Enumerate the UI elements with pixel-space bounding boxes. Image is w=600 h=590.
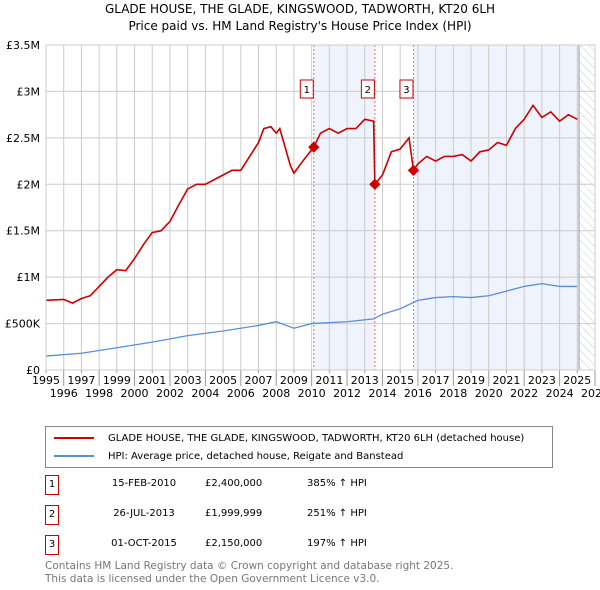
y-tick-label: £1.5M [6, 225, 40, 238]
sale-date: 15-FEB-2010 [111, 478, 177, 489]
x-tick-label: 2012 [333, 387, 361, 400]
plot-border [45, 44, 596, 371]
sale-date: 26-JUL-2013 [113, 508, 175, 519]
legend-item-hpi: HPI: Average price, detached house, Reig… [54, 448, 403, 464]
y-tick-label: £0 [26, 364, 40, 377]
x-tick-label: 2019 [457, 374, 485, 387]
shaded-region [413, 45, 580, 370]
footer-licence: This data is licensed under the Open Gov… [45, 573, 380, 585]
legend-label: HPI: Average price, detached house, Reig… [108, 450, 404, 462]
x-tick-label: 1998 [85, 387, 113, 400]
x-tick-label: 2013 [351, 374, 379, 387]
legend-item-property: GLADE HOUSE, THE GLADE, KINGSWOOD, TADWO… [54, 430, 524, 446]
x-tick-label: 2024 [546, 387, 574, 400]
chart-subtitle: Price paid vs. HM Land Registry's House … [128, 19, 472, 33]
x-tick-label: 2001 [138, 374, 166, 387]
y-tick-label: £3M [17, 85, 41, 98]
x-tick-label: 2004 [191, 387, 219, 400]
sale-label: 2 [365, 85, 371, 96]
sale-price: £1,999,999 [205, 508, 263, 519]
x-tick-label: 1997 [67, 374, 95, 387]
sale-label-box [299, 79, 314, 99]
sale-point [308, 141, 320, 153]
x-tick-label: 2014 [368, 387, 396, 400]
x-tick-label: 2017 [422, 374, 450, 387]
sale-label: 1 [304, 85, 310, 96]
x-tick-label: 2026 [581, 387, 600, 400]
y-tick-label: £2M [17, 178, 41, 191]
y-tick-label: £1M [17, 271, 41, 284]
x-tick-label: 2018 [439, 387, 467, 400]
legend: GLADE HOUSE, THE GLADE, KINGSWOOD, TADWO… [45, 426, 553, 468]
sale-price: £2,150,000 [205, 538, 263, 549]
x-tick-label: 2007 [245, 374, 273, 387]
sale-price: £2,400,000 [205, 478, 263, 489]
y-tick-label: £2.5M [6, 132, 40, 145]
x-tick-label: 2020 [475, 387, 503, 400]
sale-number: 2 [45, 505, 59, 525]
x-tick-label: 2025 [563, 374, 591, 387]
x-tick-label: 2015 [386, 374, 414, 387]
series-line-hpi [45, 282, 578, 357]
x-tick-label: 2023 [528, 374, 556, 387]
sale-number: 1 [45, 475, 59, 495]
x-tick-label: 2000 [121, 387, 149, 400]
x-tick-label: 2009 [280, 374, 308, 387]
x-tick-label: 2005 [209, 374, 237, 387]
x-tick-label: 2022 [510, 387, 538, 400]
sale-number: 3 [45, 535, 59, 555]
x-tick-label: 1999 [103, 374, 131, 387]
legend-label: GLADE HOUSE, THE GLADE, KINGSWOOD, TADWO… [108, 432, 525, 444]
x-tick-label: 1995 [32, 374, 60, 387]
sale-label-box [399, 79, 414, 99]
x-tick-label: 2002 [156, 387, 184, 400]
sale-hpi: 385% ↑ HPI [307, 478, 367, 489]
sale-point [407, 164, 420, 177]
sale-label-box [360, 79, 375, 99]
x-tick-label: 2003 [174, 374, 202, 387]
x-tick-label: 2016 [404, 387, 432, 400]
sale-point [369, 178, 381, 190]
sale-date: 01-OCT-2015 [111, 538, 177, 549]
y-tick-label: £500K [5, 318, 41, 331]
forecast-hatch [579, 45, 595, 370]
x-tick-label: 2008 [262, 387, 290, 400]
sale-label: 3 [403, 85, 409, 96]
footer-copyright: Contains HM Land Registry data © Crown c… [45, 560, 454, 572]
x-tick-label: 2021 [492, 374, 520, 387]
sale-hpi: 251% ↑ HPI [307, 508, 367, 519]
x-tick-label: 2010 [298, 387, 326, 400]
x-tick-label: 2006 [227, 387, 255, 400]
y-tick-label: £3.5M [6, 39, 40, 52]
plot: 1995199619971998199920002001200220032004… [5, 39, 600, 400]
sale-hpi: 197% ↑ HPI [307, 538, 367, 549]
chart-title: GLADE HOUSE, THE GLADE, KINGSWOOD, TADWO… [104, 2, 496, 16]
x-tick-label: 1996 [50, 387, 78, 400]
x-tick-label: 2011 [315, 374, 343, 387]
